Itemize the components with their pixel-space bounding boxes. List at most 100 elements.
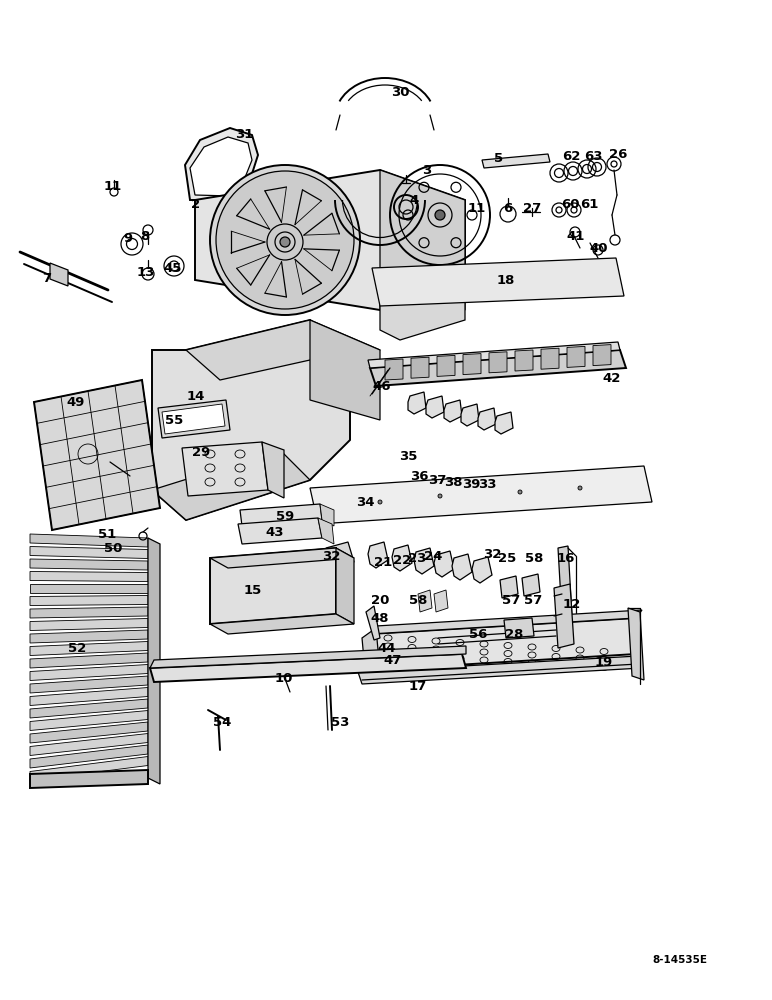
- Polygon shape: [495, 412, 513, 434]
- Text: 22: 22: [393, 554, 411, 566]
- Polygon shape: [210, 548, 354, 568]
- Text: 62: 62: [562, 149, 581, 162]
- Polygon shape: [414, 548, 434, 574]
- Polygon shape: [368, 542, 388, 568]
- Text: 30: 30: [391, 86, 409, 99]
- Polygon shape: [541, 348, 559, 369]
- Polygon shape: [326, 542, 354, 568]
- Polygon shape: [489, 352, 507, 373]
- Text: 53: 53: [331, 716, 349, 728]
- Text: 36: 36: [410, 470, 428, 483]
- Text: 9: 9: [124, 232, 133, 244]
- Text: 51: 51: [98, 528, 116, 540]
- Text: 58: 58: [409, 593, 427, 606]
- Polygon shape: [426, 396, 444, 418]
- Polygon shape: [30, 546, 148, 558]
- Polygon shape: [358, 656, 642, 684]
- Text: 61: 61: [580, 198, 598, 211]
- Polygon shape: [186, 320, 380, 380]
- Polygon shape: [444, 400, 462, 422]
- Text: 16: 16: [557, 552, 575, 564]
- Polygon shape: [30, 584, 148, 593]
- Text: 29: 29: [192, 446, 210, 458]
- Polygon shape: [370, 350, 626, 386]
- Text: 39: 39: [462, 478, 480, 490]
- Polygon shape: [210, 548, 336, 624]
- Ellipse shape: [216, 171, 354, 309]
- Text: 23: 23: [408, 552, 426, 564]
- Text: 58: 58: [525, 552, 543, 564]
- Text: 34: 34: [356, 495, 374, 508]
- Polygon shape: [162, 404, 225, 434]
- Polygon shape: [50, 263, 68, 286]
- Polygon shape: [210, 614, 354, 634]
- Text: 21: 21: [374, 556, 392, 568]
- Polygon shape: [34, 380, 160, 530]
- Polygon shape: [190, 137, 252, 196]
- Polygon shape: [30, 734, 148, 756]
- Text: 4: 4: [409, 194, 418, 207]
- Polygon shape: [558, 546, 572, 618]
- Ellipse shape: [438, 494, 442, 498]
- Polygon shape: [30, 699, 148, 718]
- Text: 56: 56: [469, 628, 487, 641]
- Polygon shape: [362, 628, 380, 682]
- Text: 49: 49: [67, 395, 85, 408]
- Polygon shape: [195, 170, 465, 310]
- Polygon shape: [463, 354, 481, 375]
- Polygon shape: [158, 400, 230, 438]
- Polygon shape: [418, 590, 432, 612]
- Polygon shape: [238, 518, 322, 544]
- Text: 43: 43: [266, 526, 284, 538]
- Polygon shape: [385, 359, 403, 380]
- Ellipse shape: [210, 165, 360, 315]
- Ellipse shape: [518, 490, 522, 494]
- Polygon shape: [30, 653, 148, 668]
- Polygon shape: [30, 710, 148, 730]
- Polygon shape: [30, 630, 148, 643]
- Polygon shape: [567, 346, 585, 367]
- Text: 19: 19: [595, 656, 613, 668]
- Polygon shape: [452, 554, 472, 580]
- Text: 55: 55: [165, 414, 183, 426]
- Text: 7: 7: [42, 271, 52, 284]
- Ellipse shape: [280, 237, 290, 247]
- Text: 59: 59: [276, 510, 294, 522]
- Polygon shape: [320, 504, 334, 526]
- Text: 3: 3: [422, 163, 432, 176]
- Polygon shape: [30, 607, 148, 618]
- Text: 11: 11: [104, 180, 122, 192]
- Text: 45: 45: [164, 261, 182, 274]
- Polygon shape: [30, 688, 148, 706]
- Polygon shape: [370, 610, 642, 634]
- Text: 5: 5: [494, 151, 503, 164]
- Text: 44: 44: [378, 642, 396, 654]
- Polygon shape: [30, 534, 148, 547]
- Text: 14: 14: [187, 389, 205, 402]
- Polygon shape: [482, 154, 550, 168]
- Polygon shape: [30, 745, 148, 768]
- Polygon shape: [30, 559, 148, 570]
- Text: 13: 13: [137, 265, 155, 278]
- Text: 24: 24: [424, 550, 442, 562]
- Polygon shape: [380, 170, 465, 310]
- Polygon shape: [30, 676, 148, 693]
- Polygon shape: [182, 442, 268, 496]
- Text: 12: 12: [563, 597, 581, 610]
- Polygon shape: [370, 618, 636, 670]
- Text: 52: 52: [68, 642, 86, 654]
- Text: 31: 31: [235, 127, 253, 140]
- Polygon shape: [478, 408, 496, 430]
- Polygon shape: [30, 595, 148, 605]
- Polygon shape: [150, 654, 466, 682]
- Text: 33: 33: [478, 478, 496, 490]
- Polygon shape: [408, 392, 426, 414]
- Polygon shape: [515, 350, 533, 371]
- Polygon shape: [310, 466, 652, 524]
- Polygon shape: [593, 345, 611, 366]
- Text: 18: 18: [497, 273, 515, 286]
- Text: 35: 35: [399, 450, 417, 462]
- Polygon shape: [30, 756, 148, 780]
- Polygon shape: [152, 450, 310, 520]
- Polygon shape: [240, 504, 322, 526]
